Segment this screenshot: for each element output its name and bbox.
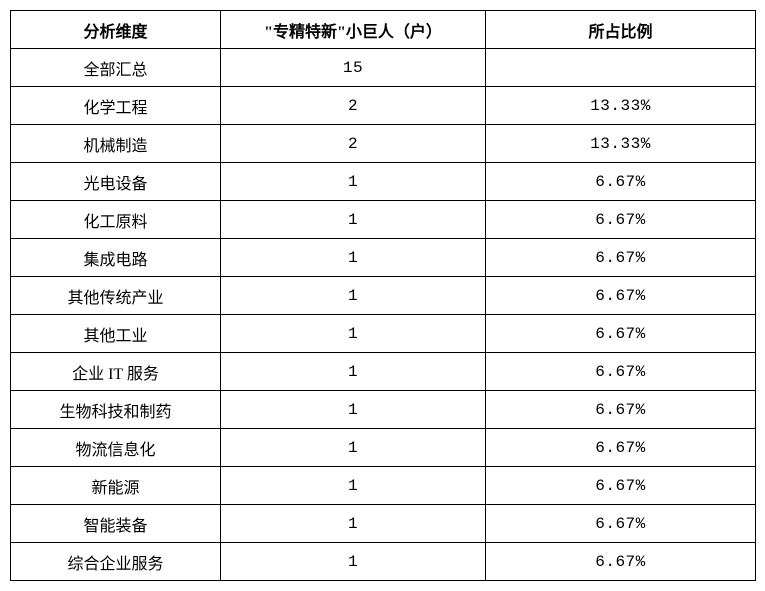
cell-count: 1 (221, 391, 486, 429)
table-row: 化工原料16.67% (11, 201, 756, 239)
table-row: 化学工程213.33% (11, 87, 756, 125)
cell-count: 1 (221, 505, 486, 543)
table-row: 新能源16.67% (11, 467, 756, 505)
industry-distribution-table: 分析维度 "专精特新"小巨人（户） 所占比例 全部汇总15化学工程213.33%… (10, 10, 756, 581)
cell-count: 1 (221, 467, 486, 505)
cell-percent: 6.67% (486, 467, 756, 505)
table-row: 光电设备16.67% (11, 163, 756, 201)
cell-percent: 6.67% (486, 277, 756, 315)
cell-dimension: 其他工业 (11, 315, 221, 353)
cell-count: 1 (221, 543, 486, 581)
cell-percent: 13.33% (486, 87, 756, 125)
cell-dimension: 物流信息化 (11, 429, 221, 467)
cell-count: 1 (221, 353, 486, 391)
cell-count: 1 (221, 163, 486, 201)
cell-count: 1 (221, 201, 486, 239)
cell-dimension: 综合企业服务 (11, 543, 221, 581)
cell-percent: 6.67% (486, 201, 756, 239)
table-row: 智能装备16.67% (11, 505, 756, 543)
cell-percent: 6.67% (486, 391, 756, 429)
col-header-percent: 所占比例 (486, 11, 756, 49)
cell-dimension: 光电设备 (11, 163, 221, 201)
cell-percent: 6.67% (486, 315, 756, 353)
cell-count: 2 (221, 125, 486, 163)
table-row: 生物科技和制药16.67% (11, 391, 756, 429)
cell-count: 2 (221, 87, 486, 125)
table-row: 集成电路16.67% (11, 239, 756, 277)
table-row: 其他工业16.67% (11, 315, 756, 353)
cell-percent: 6.67% (486, 239, 756, 277)
cell-count: 15 (221, 49, 486, 87)
cell-percent: 13.33% (486, 125, 756, 163)
cell-dimension: 化工原料 (11, 201, 221, 239)
table-row: 全部汇总15 (11, 49, 756, 87)
cell-dimension: 全部汇总 (11, 49, 221, 87)
table-header-row: 分析维度 "专精特新"小巨人（户） 所占比例 (11, 11, 756, 49)
cell-dimension: 机械制造 (11, 125, 221, 163)
table-row: 综合企业服务16.67% (11, 543, 756, 581)
cell-dimension: 集成电路 (11, 239, 221, 277)
table-row: 机械制造213.33% (11, 125, 756, 163)
cell-count: 1 (221, 239, 486, 277)
cell-count: 1 (221, 315, 486, 353)
cell-dimension: 其他传统产业 (11, 277, 221, 315)
cell-count: 1 (221, 277, 486, 315)
cell-percent: 6.67% (486, 353, 756, 391)
cell-percent: 6.67% (486, 163, 756, 201)
cell-dimension: 智能装备 (11, 505, 221, 543)
cell-percent: 6.67% (486, 543, 756, 581)
cell-percent: 6.67% (486, 505, 756, 543)
cell-count: 1 (221, 429, 486, 467)
cell-percent: 6.67% (486, 429, 756, 467)
col-header-dimension: 分析维度 (11, 11, 221, 49)
table-row: 物流信息化16.67% (11, 429, 756, 467)
cell-dimension: 企业 IT 服务 (11, 353, 221, 391)
cell-dimension: 化学工程 (11, 87, 221, 125)
table-row: 其他传统产业16.67% (11, 277, 756, 315)
table-body: 全部汇总15化学工程213.33%机械制造213.33%光电设备16.67%化工… (11, 49, 756, 581)
cell-dimension: 生物科技和制药 (11, 391, 221, 429)
table-row: 企业 IT 服务16.67% (11, 353, 756, 391)
cell-dimension: 新能源 (11, 467, 221, 505)
cell-percent (486, 49, 756, 87)
col-header-count: "专精特新"小巨人（户） (221, 11, 486, 49)
